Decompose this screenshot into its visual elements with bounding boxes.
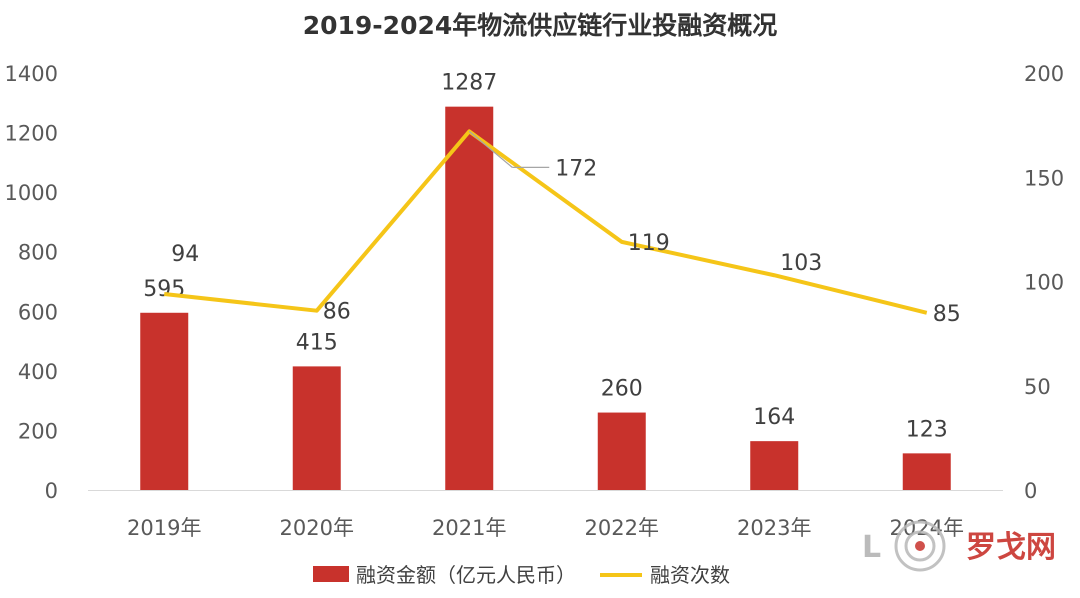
bar (445, 106, 494, 490)
logo-target-icon (894, 520, 946, 572)
logo-text: 罗戈网 (966, 530, 1056, 565)
bar-data-label: 123 (906, 417, 948, 442)
bar-data-label: 164 (753, 405, 795, 430)
bar-data-label: 595 (143, 277, 185, 302)
x-tick-label: 2022年 (585, 516, 659, 540)
x-tick-label: 2020年 (280, 516, 354, 540)
bar (597, 412, 646, 490)
line-data-label: 172 (555, 156, 597, 181)
legend-bar-swatch (313, 566, 349, 582)
legend: 融资金额（亿元人民币） 融资次数 (313, 563, 730, 587)
bar-data-label: 260 (601, 377, 643, 402)
right-y-tick-label: 100 (1024, 271, 1064, 295)
logo-watermark: L 罗戈网 (862, 520, 1056, 572)
line-data-label: 86 (323, 300, 351, 325)
right-y-tick-label: 200 (1024, 62, 1064, 86)
x-axis: 2019年 2020年 2021年 2022年 2023年 2024年 (127, 516, 964, 540)
x-tick-label: 2019年 (127, 516, 201, 540)
right-y-tick-label: 0 (1024, 479, 1037, 503)
left-y-tick-label: 600 (18, 300, 58, 324)
x-tick-label: 2024年 (890, 516, 964, 540)
left-y-tick-label: 1400 (5, 62, 58, 86)
legend-line-label: 融资次数 (650, 563, 730, 587)
line-path (164, 129, 928, 315)
bar-series: 595 415 1287 260 164 123 (140, 71, 951, 490)
line-data-label: 94 (171, 242, 199, 267)
line-data-label: 119 (628, 231, 670, 256)
line-data-label: 85 (933, 302, 961, 327)
bar-data-label: 1287 (441, 71, 497, 96)
bar (292, 366, 341, 490)
x-tick-label: 2021年 (432, 516, 506, 540)
logo-letter: L (862, 530, 881, 565)
chart-title: 2019-2024年物流供应链行业投融资概况 (303, 11, 778, 40)
line-series: 94 86 172 119 103 85 (164, 129, 961, 327)
left-y-tick-label: 200 (18, 419, 58, 443)
bar (750, 441, 799, 490)
left-y-tick-label: 400 (18, 360, 58, 384)
right-y-tick-label: 50 (1024, 375, 1051, 399)
right-y-axis: 0 50 100 150 200 (1024, 62, 1064, 503)
left-y-tick-label: 1200 (5, 122, 58, 146)
legend-bar-label: 融资金额（亿元人民币） (356, 563, 576, 587)
bar (140, 312, 189, 490)
right-y-tick-label: 150 (1024, 166, 1064, 190)
left-y-axis: 0 200 400 600 800 1000 1200 1400 (5, 62, 58, 503)
line-data-label: 103 (780, 251, 822, 276)
leader-line (468, 130, 513, 168)
x-tick-label: 2023年 (737, 516, 811, 540)
bar (902, 453, 951, 490)
left-y-tick-label: 0 (45, 479, 58, 503)
left-y-tick-label: 1000 (5, 181, 58, 205)
left-y-tick-label: 800 (18, 241, 58, 265)
bar-data-label: 415 (296, 330, 338, 355)
